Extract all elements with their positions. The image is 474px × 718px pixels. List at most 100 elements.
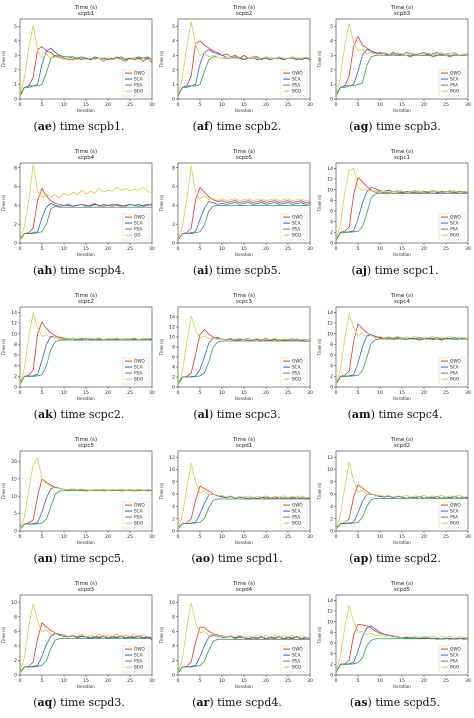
series-line-gwo (177, 187, 311, 241)
y-tick-label: 2 (14, 222, 17, 228)
y-tick-label: 0 (172, 241, 175, 247)
chart-title: Time (s) (232, 149, 255, 155)
legend-label: SCA (292, 509, 301, 514)
figure-caption: (ar) time scpd4. (192, 696, 282, 709)
x-tick-label: 20 (421, 534, 427, 540)
x-tick-label: 15 (83, 102, 89, 108)
x-tick-label: 0 (335, 534, 338, 540)
y-axis-label: Time (s) (1, 338, 6, 356)
y-axis-label: Time (s) (317, 50, 322, 68)
y-tick-label: 4 (14, 203, 17, 209)
legend-label: PSA (292, 515, 300, 520)
y-tick-label: 12 (327, 321, 333, 327)
chart-subtitle: scpb1 (78, 11, 94, 17)
legend-label: GO (134, 233, 141, 238)
figure-caption: (ah) time scpb4. (33, 264, 125, 277)
chart-panel-as: Time (s) scpd5 0 2 4 6 8 10 12 14 0 5 10 15 20 25 30 Iter… (316, 580, 474, 709)
chart-title: Time (s) (232, 293, 255, 299)
chart-panel-ag: Time (s) scpb3 0 1 2 3 4 5 0 5 10 15 20 25 30 Iteration… (316, 4, 474, 133)
chart-title: Time (s) (390, 5, 413, 11)
legend-label: BGO (292, 233, 302, 238)
x-tick-label: 0 (177, 678, 180, 684)
x-tick-label: 30 (465, 534, 471, 540)
x-tick-label: 15 (399, 534, 405, 540)
chart-title: Time (s) (232, 581, 255, 587)
x-tick-label: 25 (127, 390, 133, 396)
x-tick-label: 20 (263, 678, 269, 684)
x-tick-label: 10 (61, 678, 67, 684)
y-tick-label: 2 (330, 68, 333, 74)
series-line-bgo (177, 315, 311, 385)
legend-label: GWO (450, 359, 461, 364)
legend-label: GWO (450, 71, 461, 76)
caption-text: ) time scpd3. (52, 696, 125, 709)
y-tick-label: 12 (11, 321, 17, 327)
y-tick-label: 4 (172, 203, 175, 209)
x-tick-label: 20 (105, 102, 111, 108)
legend-box (438, 69, 466, 97)
chart-subtitle: scpc3 (236, 299, 252, 305)
y-tick-label: 1 (330, 82, 333, 88)
legend-label: SCA (450, 221, 459, 226)
x-tick-label: 30 (465, 390, 471, 396)
x-tick-label: 0 (177, 534, 180, 540)
x-tick-label: 5 (199, 102, 202, 108)
y-tick-label: 2 (330, 374, 333, 380)
x-tick-label: 5 (357, 246, 360, 252)
legend-label: BGO (450, 377, 460, 382)
legend-label: SCA (450, 77, 459, 82)
chart-subtitle: scpd3 (78, 587, 95, 593)
x-tick-label: 25 (443, 678, 449, 684)
chart-title: Time (s) (390, 437, 413, 443)
series-line-bgo (335, 167, 469, 241)
x-tick-label: 25 (443, 534, 449, 540)
x-tick-label: 20 (263, 534, 269, 540)
series-line-bgo (177, 165, 311, 241)
y-tick-label: 8 (172, 614, 175, 620)
caption-tag: ar (196, 696, 210, 709)
y-tick-label: 12 (327, 455, 333, 461)
legend-label: BGO (292, 665, 302, 670)
x-tick-label: 25 (285, 678, 291, 684)
y-axis-label: Time (s) (159, 194, 164, 212)
y-tick-label: 2 (14, 658, 17, 664)
x-tick-label: 5 (199, 678, 202, 684)
x-tick-label: 15 (83, 534, 89, 540)
y-tick-label: 10 (11, 494, 17, 500)
x-tick-label: 20 (105, 390, 111, 396)
chart-title: Time (s) (74, 581, 97, 587)
y-tick-label: 20 (11, 459, 17, 465)
y-tick-label: 10 (327, 467, 333, 473)
chart-subtitle: scpd1 (236, 443, 252, 449)
caption-tag: ak (37, 408, 53, 421)
x-axis-label: Iteration (77, 540, 95, 545)
x-tick-label: 10 (377, 102, 383, 108)
caption-text: ) time scpb3. (368, 120, 441, 133)
series-line-bgo (335, 605, 469, 673)
series-line-bgo (335, 461, 469, 530)
chart-panel-an: Time (s) scpc5 0 5 10 15 20 0 5 10 15 20 25 30 Iterati… (0, 436, 158, 565)
y-axis-label: Time (s) (317, 194, 322, 212)
x-tick-label: 30 (149, 390, 155, 396)
x-tick-label: 10 (61, 102, 67, 108)
legend-label: GWO (450, 503, 461, 508)
chart-panel-aj: Time (s) scpc1 0 2 4 6 8 10 12 14 0 5 10 15 20 25 30 Iter… (316, 148, 474, 277)
chart-title: Time (s) (74, 293, 97, 299)
x-tick-label: 5 (41, 102, 44, 108)
x-tick-label: 25 (127, 534, 133, 540)
y-tick-label: 6 (14, 184, 17, 190)
y-tick-label: 0 (14, 97, 17, 103)
caption-text: ) time scpd1. (210, 552, 283, 565)
x-tick-label: 30 (307, 390, 313, 396)
y-tick-label: 2 (172, 222, 175, 228)
x-tick-label: 30 (149, 678, 155, 684)
y-axis-label: Time (s) (159, 50, 164, 68)
legend-label: PSA (450, 659, 458, 664)
series-line-bgo (177, 462, 311, 530)
y-tick-label: 1 (14, 82, 17, 88)
